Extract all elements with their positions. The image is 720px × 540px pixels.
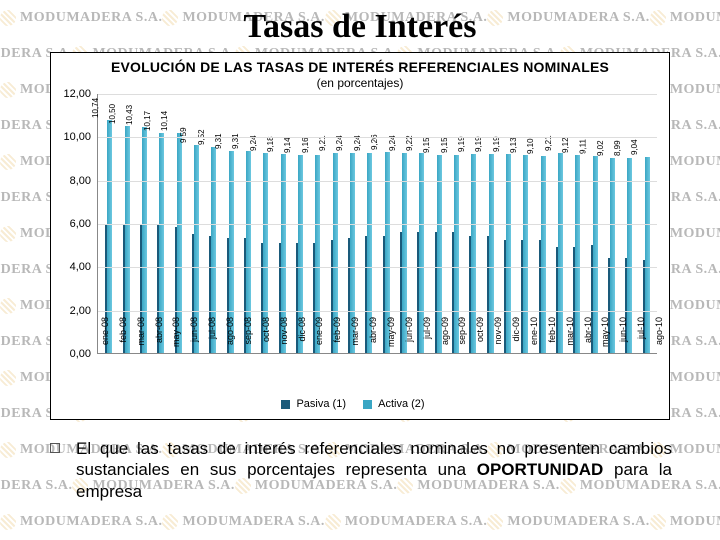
bar-value-label: 9,10 (526, 138, 535, 154)
x-tick-label: ago-10 (654, 317, 664, 345)
page-title: Tasas de Interés (0, 0, 720, 46)
bar-value-label: 9,04 (631, 140, 640, 156)
slide-content: Tasas de Interés EVOLUCIÓN DE LAS TASAS … (0, 0, 720, 540)
bar-value-label: 9,59 (180, 128, 189, 144)
bullet-icon (50, 443, 60, 453)
legend-swatch-activa (363, 400, 372, 409)
legend-label-pasiva: Pasiva (1) (296, 398, 346, 410)
chart-container: EVOLUCIÓN DE LAS TASAS DE INTERÉS REFERE… (50, 52, 670, 420)
bar-value-label: 10,43 (125, 105, 134, 125)
y-tick: 4,00 (70, 261, 91, 273)
bullet-paragraph: El que las tasas de interés referenciale… (48, 438, 672, 502)
bar-value-label: 9,15 (440, 137, 449, 153)
bar-value-label: 9,02 (596, 140, 605, 156)
y-tick: 12,00 (63, 88, 91, 100)
x-axis-labels: ene-08feb-08mar-08abr-08may-08jun-08jul-… (89, 315, 665, 367)
bar-value-label: 9,13 (509, 138, 518, 154)
bar-value-label: 10,17 (143, 111, 152, 131)
legend-label-activa: Activa (2) (378, 398, 424, 410)
bar-value-label: 9,14 (284, 137, 293, 153)
y-tick: 8,00 (70, 175, 91, 187)
bar-value-label: 9,18 (266, 137, 275, 153)
bar-value-label: 9,31 (214, 134, 223, 150)
bar-value-label: 10,74 (91, 98, 100, 118)
bar-value-label: 9,31 (232, 134, 241, 150)
chart-title: EVOLUCIÓN DE LAS TASAS DE INTERÉS REFERE… (59, 59, 661, 75)
bar-value-label: 10,50 (108, 103, 117, 123)
bar-value-label: 9,16 (301, 137, 310, 153)
bar-value-label: 9,19 (492, 136, 501, 152)
y-tick: 6,00 (70, 218, 91, 230)
bar-value-label: 10,14 (160, 111, 169, 131)
y-tick: 2,00 (70, 305, 91, 317)
legend-swatch-pasiva (281, 400, 290, 409)
y-tick: 10,00 (63, 131, 91, 143)
chart-legend: Pasiva (1) Activa (2) (59, 398, 661, 410)
bar-value-label: 9,15 (422, 137, 431, 153)
bar-value-label: 9,19 (457, 136, 466, 152)
bar-value-label: 9,12 (561, 138, 570, 154)
bar-value-label: 8,99 (613, 141, 622, 157)
chart-subtitle: (en porcentajes) (59, 76, 661, 90)
bar-value-label: 9,11 (579, 139, 588, 154)
bar-value-label: 9,19 (474, 136, 483, 152)
paragraph-text: El que las tasas de interés referenciale… (76, 439, 672, 501)
y-tick: 0,00 (70, 348, 91, 360)
